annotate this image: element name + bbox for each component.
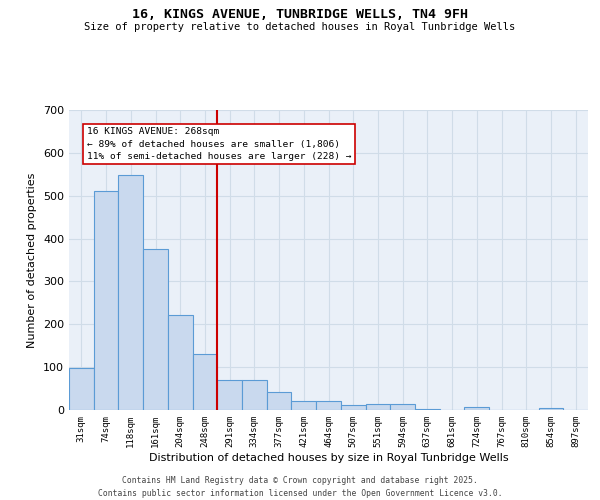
Bar bbox=[217, 380, 242, 410]
Bar bbox=[193, 354, 217, 410]
Bar bbox=[118, 175, 143, 410]
Bar bbox=[415, 409, 440, 410]
Bar bbox=[539, 408, 563, 410]
Bar bbox=[292, 402, 316, 410]
Bar bbox=[365, 404, 390, 410]
Bar bbox=[242, 380, 267, 410]
Bar bbox=[390, 404, 415, 410]
Bar bbox=[267, 392, 292, 410]
Text: Contains HM Land Registry data © Crown copyright and database right 2025.
Contai: Contains HM Land Registry data © Crown c… bbox=[98, 476, 502, 498]
Bar bbox=[94, 190, 118, 410]
X-axis label: Distribution of detached houses by size in Royal Tunbridge Wells: Distribution of detached houses by size … bbox=[149, 452, 508, 462]
Text: Size of property relative to detached houses in Royal Tunbridge Wells: Size of property relative to detached ho… bbox=[85, 22, 515, 32]
Bar bbox=[316, 400, 341, 410]
Text: 16 KINGS AVENUE: 268sqm
← 89% of detached houses are smaller (1,806)
11% of semi: 16 KINGS AVENUE: 268sqm ← 89% of detache… bbox=[87, 127, 351, 161]
Y-axis label: Number of detached properties: Number of detached properties bbox=[28, 172, 37, 348]
Bar bbox=[143, 250, 168, 410]
Text: 16, KINGS AVENUE, TUNBRIDGE WELLS, TN4 9FH: 16, KINGS AVENUE, TUNBRIDGE WELLS, TN4 9… bbox=[132, 8, 468, 20]
Bar bbox=[341, 406, 365, 410]
Bar bbox=[464, 408, 489, 410]
Bar bbox=[69, 368, 94, 410]
Bar bbox=[168, 315, 193, 410]
